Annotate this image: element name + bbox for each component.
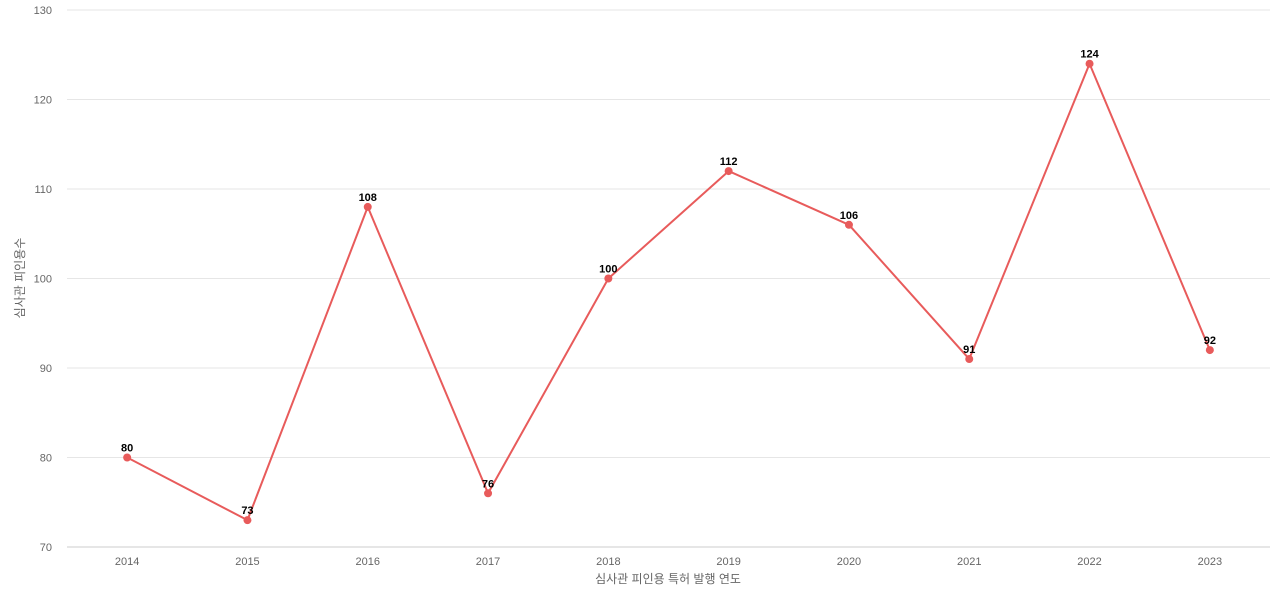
data-point[interactable] <box>484 489 493 498</box>
data-point[interactable] <box>965 355 974 364</box>
x-axis-title: 심사관 피인용 특허 발행 연도 <box>595 571 741 586</box>
x-tick-label: 2017 <box>476 556 500 568</box>
x-tick-label: 2019 <box>716 556 740 568</box>
data-label: 108 <box>359 192 377 204</box>
y-tick-label: 110 <box>34 184 52 196</box>
y-tick-label: 120 <box>34 95 52 107</box>
y-tick-label: 80 <box>40 453 52 465</box>
data-label: 91 <box>963 344 975 356</box>
data-point[interactable] <box>1085 59 1094 68</box>
x-tick-label: 2016 <box>356 556 380 568</box>
data-label: 92 <box>1204 335 1216 347</box>
y-tick-label: 90 <box>40 363 52 375</box>
x-tick-label: 2023 <box>1198 556 1222 568</box>
data-label: 100 <box>599 264 617 276</box>
y-tick-label: 100 <box>34 274 52 286</box>
series-layer <box>126 62 1211 522</box>
data-point[interactable] <box>604 274 613 283</box>
y-tick-label: 70 <box>40 542 52 554</box>
data-point[interactable] <box>243 516 252 525</box>
y-axis-ticks: 70 80 90 100 110 120 130 <box>34 5 52 554</box>
data-points <box>123 59 1214 525</box>
data-point[interactable] <box>363 202 372 211</box>
x-tick-label: 2014 <box>115 556 139 568</box>
data-point[interactable] <box>1205 346 1214 355</box>
data-label: 106 <box>840 210 858 222</box>
data-point[interactable] <box>123 453 132 462</box>
x-tick-label: 2021 <box>957 556 981 568</box>
gridlines <box>67 9 1270 548</box>
y-tick-label: 130 <box>34 5 52 17</box>
series-line <box>126 62 1211 522</box>
data-point[interactable] <box>844 220 853 229</box>
data-label: 76 <box>482 478 494 490</box>
x-tick-label: 2022 <box>1077 556 1101 568</box>
data-label: 124 <box>1080 49 1099 61</box>
x-axis-ticks: 2014 2015 2016 2017 2018 2019 2020 2021 2022 2023 <box>115 556 1222 568</box>
x-tick-label: 2015 <box>235 556 259 568</box>
data-label: 73 <box>241 505 253 517</box>
data-label: 80 <box>121 443 133 455</box>
data-label: 112 <box>720 156 738 168</box>
data-labels: 80 73 108 76 100 112 106 91 124 92 <box>121 49 1216 517</box>
x-tick-label: 2020 <box>837 556 861 568</box>
y-axis-title: 심사관 피인용수 <box>13 238 27 319</box>
x-tick-label: 2018 <box>596 556 620 568</box>
data-point[interactable] <box>724 167 733 176</box>
